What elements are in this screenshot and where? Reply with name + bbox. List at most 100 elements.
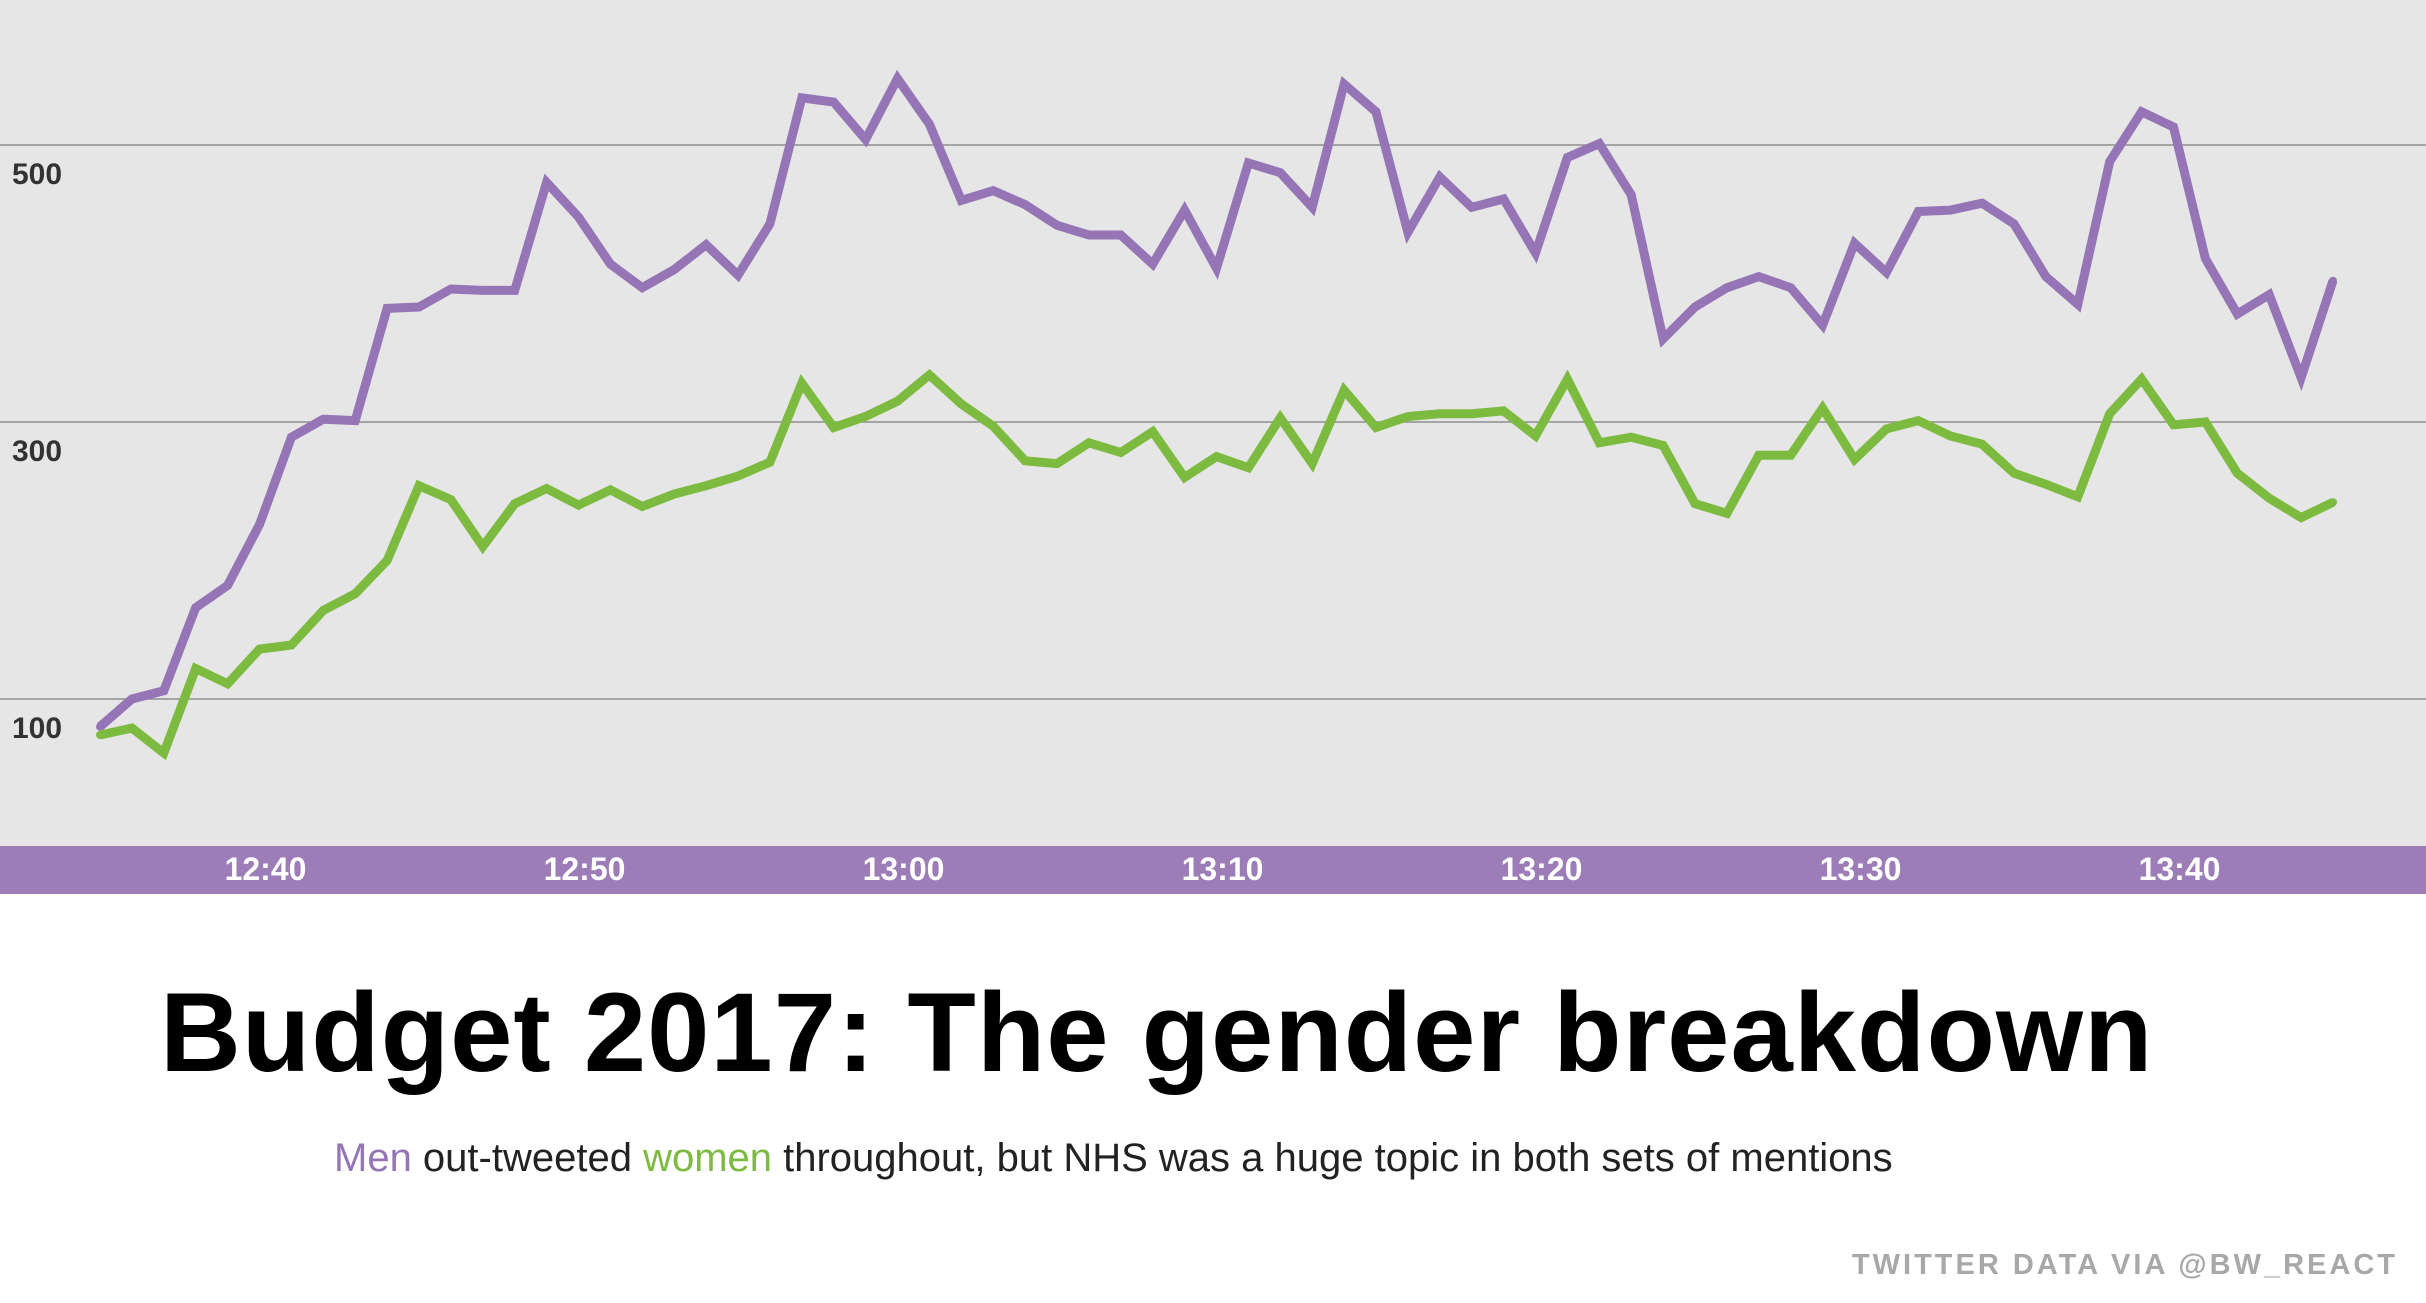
data-point-men [1372,107,1380,116]
series-points-men [96,74,2337,731]
data-point-men [2105,157,2114,166]
data-point-men [1914,207,1923,216]
data-point-men [255,520,264,529]
data-point-men [1786,283,1795,292]
data-point-women [1818,404,1827,413]
subtitle-middle: out-tweeted [411,1136,644,1180]
data-point-men [670,265,679,274]
series-lines [96,69,2338,761]
data-point-men [1021,200,1030,209]
data-point-women [765,458,774,467]
data-point-men [1595,139,1604,148]
x-tick-label: 13:40 [2139,851,2221,887]
data-point-men [1053,221,1061,230]
data-point-women [989,422,998,431]
data-point-men [127,695,136,703]
data-point-men [446,285,455,293]
data-point-women [893,397,902,406]
data-point-women [702,481,711,490]
x-tick-label: 13:20 [1501,851,1583,887]
data-point-men [1691,303,1699,311]
data-point-women [797,379,806,388]
data-point-women [1914,416,1923,425]
data-point-women [1563,375,1572,384]
data-point-men [893,74,902,83]
data-point-women [1084,438,1093,447]
data-point-men [542,178,551,187]
data-point-men [223,581,232,590]
data-point-women [2105,409,2114,418]
data-point-men [638,283,647,292]
data-point-women [96,731,104,739]
data-point-men [191,603,200,612]
data-point-women [542,484,551,493]
x-axis-ticks: 12:40 12:50 13:00 13:10 13:20 13:30 13:40 [225,851,2221,887]
data-point-women [957,400,966,408]
data-point-men [1754,272,1763,281]
data-point-women [223,679,232,688]
data-point-men [989,186,998,195]
x-tick-label: 13:00 [863,851,945,887]
data-point-women [606,485,615,494]
data-point-men [1340,80,1349,89]
data-point-women [2297,513,2306,522]
data-point-men [1244,159,1253,167]
data-point-men [2169,123,2178,131]
data-point-men [2201,254,2210,263]
subtitle-men-word: Men [334,1136,412,1180]
x-tick-label: 13:10 [1182,851,1264,887]
data-point-men [606,260,615,269]
data-point-men [2265,290,2274,299]
subtitle-women-word: women [643,1136,773,1180]
data-point-women [1340,386,1349,395]
data-point-men [1212,264,1221,273]
data-point-men [1180,206,1189,215]
data-point-women [1148,427,1157,436]
data-point-men [1116,231,1125,239]
data-point-women [1372,423,1380,432]
data-point-women [574,501,583,510]
data-point-men [734,271,742,280]
data-point-women [2041,480,2050,489]
data-point-women [159,749,168,757]
data-point-men [1627,190,1636,199]
data-point-women [638,502,647,511]
data-point-women [1244,463,1253,472]
data-point-women [351,589,360,598]
data-point-women [1850,455,1859,464]
data-point-women [829,423,838,432]
data-point-women [1659,441,1668,450]
data-point-men [1435,172,1444,181]
x-tick-label: 13:30 [1820,851,1902,887]
data-point-men [2233,310,2242,318]
data-point-women [1722,509,1731,518]
data-point-women [415,481,423,490]
line-chart: 100 300 500 12:40 12:50 13:00 13:10 13:20 13:30… [0,0,2426,894]
data-point-women [1276,413,1285,422]
y-axis-ticks: 100 300 500 [12,158,62,745]
y-tick-label: 100 [12,712,62,745]
data-point-men [925,120,934,129]
data-point-men [1499,195,1508,203]
data-point-men [1084,231,1093,239]
data-point-men [574,213,583,221]
data-point-women [2233,469,2242,478]
data-point-women [446,495,455,504]
chart-subtitle: Men out-tweeted women throughout, but NH… [334,1136,1893,1181]
data-point-women [1308,459,1317,468]
data-point-women [1786,451,1795,460]
data-point-men [829,98,838,107]
data-point-men [702,240,711,249]
data-point-men [159,686,168,695]
data-point-women [478,542,487,551]
data-point-men [2041,272,2050,281]
data-point-women [1467,409,1476,418]
plot-background [0,0,2426,846]
data-point-women [1116,448,1125,457]
x-tick-label: 12:40 [225,851,307,887]
data-point-men [1276,168,1285,177]
y-tick-label: 300 [12,435,62,468]
chart-title: Budget 2017: The gender breakdown [160,970,2154,1095]
x-axis-band [0,846,2426,894]
data-point-men [96,722,104,731]
